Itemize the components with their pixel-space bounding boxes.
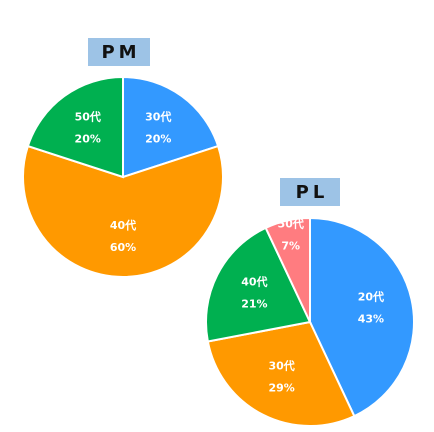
slice-category: 40代 (110, 218, 136, 232)
slice-category: 30代 (269, 359, 295, 373)
pie-slice (122, 75, 220, 179)
slice-category: 50代 (278, 217, 304, 231)
pie-slice (309, 216, 415, 418)
slice-value: 29% (268, 382, 294, 395)
slice-category: 50代 (75, 109, 101, 123)
chart-title: PL (296, 182, 329, 203)
slice-value: 20% (145, 132, 171, 145)
slice-category: 30代 (145, 109, 171, 123)
title-box (88, 38, 150, 66)
slice-value: 20% (75, 132, 101, 145)
pie-slice (26, 75, 124, 179)
slice-category: 40代 (241, 275, 267, 289)
chart-title: PM (101, 42, 140, 63)
slice-value: 7% (281, 240, 300, 253)
slice-value: 60% (110, 241, 136, 254)
slice-value: 21% (241, 298, 267, 311)
pie-slice (205, 226, 312, 343)
pie-slice (22, 144, 224, 278)
slice-category: 20代 (358, 289, 384, 303)
pie-slice (206, 320, 356, 427)
pie-slice (264, 216, 311, 323)
title-box (280, 178, 340, 206)
slice-value: 43% (358, 312, 384, 325)
